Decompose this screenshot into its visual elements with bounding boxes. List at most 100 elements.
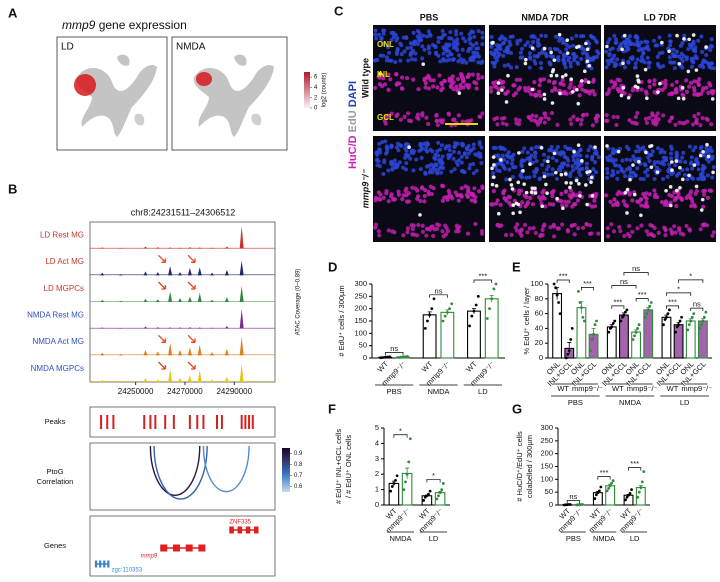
cell — [516, 122, 522, 127]
cell — [505, 89, 511, 94]
cell — [692, 79, 697, 84]
cell — [526, 200, 531, 205]
cell — [454, 29, 459, 34]
cell — [515, 39, 520, 44]
cell — [460, 169, 465, 174]
cell — [630, 57, 635, 62]
cell — [701, 86, 706, 91]
cell — [434, 163, 439, 168]
error-bar — [424, 494, 429, 497]
significance-label: ns — [390, 344, 398, 353]
cell — [696, 111, 701, 116]
y-tick-label: 60 — [535, 309, 543, 318]
cell — [468, 148, 473, 153]
cell — [547, 202, 553, 207]
significance-label: *** — [638, 290, 647, 299]
cell — [643, 203, 649, 208]
cell — [605, 118, 610, 123]
cell — [577, 84, 582, 89]
cell — [710, 233, 715, 238]
cell — [692, 92, 697, 97]
cell — [694, 68, 699, 72]
cell — [689, 64, 694, 69]
cell — [558, 81, 563, 86]
cell — [591, 167, 596, 172]
cell — [594, 170, 599, 175]
cell — [568, 117, 573, 122]
cell — [494, 184, 499, 188]
y-tick-label: 200 — [540, 449, 553, 458]
data-point — [700, 323, 703, 327]
cell — [674, 90, 679, 95]
cell — [375, 152, 380, 157]
cell — [454, 84, 459, 89]
ptog-link — [149, 445, 201, 496]
cell — [625, 211, 629, 215]
panel-label: B — [8, 181, 17, 196]
cell — [615, 192, 620, 197]
cell — [455, 226, 460, 231]
data-point — [379, 356, 383, 360]
panel-label: F — [328, 401, 336, 416]
cell — [433, 156, 438, 161]
data-point — [595, 319, 598, 323]
cell — [635, 39, 640, 44]
cell — [673, 230, 678, 235]
arrow — [187, 361, 196, 370]
cell — [415, 29, 420, 34]
cell — [583, 79, 588, 84]
data-point — [636, 327, 639, 330]
cell — [674, 79, 679, 85]
cell — [687, 144, 692, 149]
cell — [592, 92, 597, 97]
cell — [403, 146, 408, 151]
colorbar — [304, 72, 310, 108]
cell — [706, 154, 711, 159]
cell — [662, 150, 667, 155]
exon — [172, 544, 180, 552]
cell — [699, 34, 704, 39]
y-tick-label: 4 — [375, 438, 379, 447]
cell — [459, 154, 464, 159]
cell — [418, 198, 423, 204]
cell — [561, 57, 566, 62]
cell — [578, 153, 583, 158]
cell — [524, 57, 528, 62]
cell — [698, 91, 704, 97]
cell — [415, 41, 420, 46]
cell — [478, 114, 483, 119]
cell — [565, 38, 570, 42]
cell — [562, 199, 568, 204]
cell — [475, 51, 480, 56]
data-point — [557, 301, 560, 304]
cell — [626, 47, 631, 52]
cell — [479, 161, 484, 166]
colorbar — [282, 448, 290, 492]
coverage-peak — [168, 247, 173, 249]
cell — [704, 45, 708, 49]
cell — [522, 182, 526, 186]
cell — [708, 145, 713, 150]
cell — [558, 50, 563, 55]
significance-label: * — [677, 284, 680, 293]
cell — [440, 154, 445, 159]
cell — [679, 51, 684, 56]
cell — [416, 87, 421, 92]
cell — [708, 83, 713, 88]
cell — [674, 196, 679, 201]
coverage-peak — [224, 326, 229, 329]
cell — [571, 193, 576, 198]
cell — [696, 82, 701, 87]
cell — [408, 51, 413, 56]
cell — [489, 202, 494, 207]
cell — [615, 114, 620, 120]
cell — [410, 185, 415, 190]
data-point — [593, 323, 597, 327]
cell — [644, 120, 650, 125]
cell — [530, 113, 535, 118]
cell — [674, 86, 679, 91]
cell — [695, 92, 700, 97]
cell — [605, 144, 609, 148]
cell — [384, 151, 389, 156]
cell — [647, 60, 652, 65]
